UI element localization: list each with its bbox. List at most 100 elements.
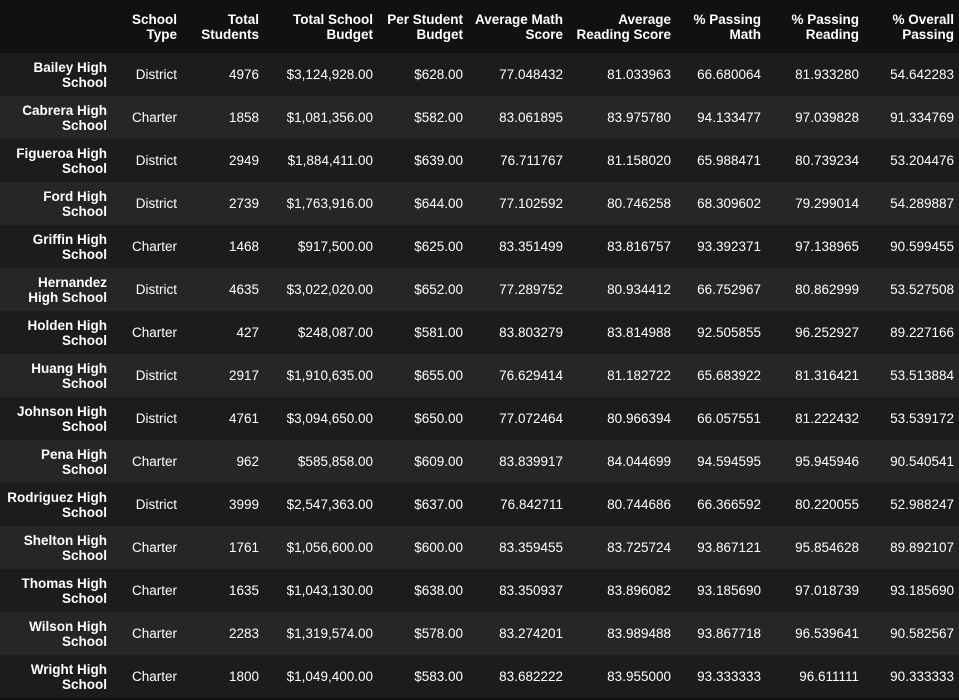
overall-passing-cell: 53.204476: [890, 153, 954, 168]
total-school-budget-cell: $1,884,411.00: [287, 153, 373, 168]
school-type-cell: District: [135, 497, 177, 512]
passing-reading-cell: 81.933280: [795, 67, 859, 82]
column-header-passing-reading: % Passing Reading: [766, 0, 864, 53]
school-type-cell: Charter: [131, 239, 177, 254]
average-math-score-cell: 83.359455: [499, 540, 563, 555]
column-header-overall-passing: % Overall Passing: [864, 0, 959, 53]
school-name-cell: Thomas High School: [21, 575, 107, 606]
table-row: Thomas High School Charter 1635 $1,043,130.…: [0, 569, 959, 612]
total-students-cell: 1761: [228, 540, 259, 555]
school-type-cell: Charter: [131, 583, 177, 598]
school-type-cell: Charter: [131, 540, 177, 555]
average-reading-score-cell: 83.814988: [607, 325, 671, 340]
index-header: [0, 0, 112, 53]
average-math-score-cell: 76.629414: [499, 368, 563, 383]
passing-math-cell: 66.057551: [697, 411, 761, 426]
per-student-budget-cell: $582.00: [414, 110, 463, 125]
table-row: Johnson High School District 4761 $3,094,65…: [0, 397, 959, 440]
total-students-cell: 1635: [228, 583, 259, 598]
school-name-cell: Johnson High School: [17, 403, 107, 434]
school-name-cell: Rodriguez High School: [7, 489, 107, 520]
school-type-cell: District: [135, 282, 177, 297]
school-type-cell: Charter: [131, 325, 177, 340]
table-row: Shelton High School Charter 1761 $1,056,600…: [0, 526, 959, 569]
overall-passing-cell: 90.540541: [890, 454, 954, 469]
school-name-cell: Hernandez High School: [28, 274, 107, 305]
per-student-budget-cell: $600.00: [414, 540, 463, 555]
average-reading-score-cell: 80.966394: [607, 411, 671, 426]
column-header-school-type: School Type: [112, 0, 182, 53]
passing-math-cell: 93.867718: [697, 626, 761, 641]
passing-math-cell: 66.366592: [697, 497, 761, 512]
overall-passing-cell: 91.334769: [890, 110, 954, 125]
average-math-score-cell: 83.351499: [499, 239, 563, 254]
passing-reading-cell: 80.739234: [795, 153, 859, 168]
average-reading-score-cell: 83.896082: [607, 583, 671, 598]
per-student-budget-cell: $652.00: [414, 282, 463, 297]
passing-reading-cell: 95.945946: [795, 454, 859, 469]
total-school-budget-cell: $248,087.00: [297, 325, 373, 340]
total-school-budget-cell: $1,056,600.00: [286, 540, 373, 555]
average-reading-score-cell: 83.975780: [607, 110, 671, 125]
school-name-cell: Pena High School: [40, 446, 107, 477]
school-name-cell: Ford High School: [43, 188, 107, 219]
passing-math-cell: 93.392371: [697, 239, 761, 254]
total-students-cell: 4635: [228, 282, 259, 297]
average-reading-score-cell: 81.182722: [607, 368, 671, 383]
per-student-budget-cell: $639.00: [414, 153, 463, 168]
passing-math-cell: 93.333333: [697, 669, 761, 684]
table-header: School Type Total Students Total School …: [0, 0, 959, 53]
table-row: Holden High School Charter 427 $248,087.00 $…: [0, 311, 959, 354]
average-reading-score-cell: 83.989488: [607, 626, 671, 641]
school-type-cell: District: [135, 368, 177, 383]
overall-passing-cell: 52.988247: [890, 497, 954, 512]
total-students-cell: 2739: [228, 196, 259, 211]
average-reading-score-cell: 81.158020: [607, 153, 671, 168]
school-type-cell: District: [135, 411, 177, 426]
passing-reading-cell: 97.039828: [795, 110, 859, 125]
passing-math-cell: 92.505855: [697, 325, 761, 340]
passing-math-cell: 65.683922: [697, 368, 761, 383]
per-student-budget-cell: $628.00: [414, 67, 463, 82]
per-student-budget-cell: $578.00: [414, 626, 463, 641]
average-reading-score-cell: 84.044699: [607, 454, 671, 469]
school-name-cell: Griffin High School: [32, 231, 107, 262]
table-row: Pena High School Charter 962 $585,858.00 $60…: [0, 440, 959, 483]
passing-math-cell: 68.309602: [697, 196, 761, 211]
passing-math-cell: 66.752967: [697, 282, 761, 297]
average-math-score-cell: 76.711767: [500, 153, 563, 168]
passing-math-cell: 94.133477: [697, 110, 761, 125]
table-row: Wright High School Charter 1800 $1,049,400.…: [0, 655, 959, 698]
school-type-cell: District: [135, 67, 177, 82]
average-math-score-cell: 83.061895: [499, 110, 563, 125]
header-row: School Type Total Students Total School …: [0, 0, 959, 53]
school-name-cell: Holden High School: [27, 317, 108, 348]
table-row: Griffin High School Charter 1468 $917,500.0…: [0, 225, 959, 268]
column-header-total-students: Total Students: [182, 0, 264, 53]
total-students-cell: 3999: [228, 497, 259, 512]
overall-passing-cell: 89.892107: [890, 540, 954, 555]
overall-passing-cell: 53.539172: [890, 411, 954, 426]
column-header-average-reading-score: Average Reading Score: [568, 0, 676, 53]
school-type-cell: Charter: [131, 454, 177, 469]
average-math-score-cell: 83.350937: [499, 583, 563, 598]
school-name-cell: Wilson High School: [29, 618, 107, 649]
table-row: Cabrera High School Charter 1858 $1,081,356…: [0, 96, 959, 139]
total-school-budget-cell: $2,547,363.00: [286, 497, 373, 512]
passing-math-cell: 93.185690: [697, 583, 761, 598]
average-reading-score-cell: 80.746258: [607, 196, 671, 211]
passing-reading-cell: 81.222432: [795, 411, 859, 426]
overall-passing-cell: 90.599455: [890, 239, 954, 254]
school-name-cell: Wright High School: [30, 661, 107, 692]
school-name-cell: Cabrera High School: [22, 102, 107, 133]
average-math-score-cell: 77.072464: [499, 411, 563, 426]
total-school-budget-cell: $3,124,928.00: [286, 67, 373, 82]
passing-reading-cell: 96.611111: [799, 669, 859, 684]
table-row: Wilson High School Charter 2283 $1,319,574.…: [0, 612, 959, 655]
total-students-cell: 2283: [228, 626, 259, 641]
passing-reading-cell: 97.138965: [795, 239, 859, 254]
overall-passing-cell: 90.333333: [890, 669, 954, 684]
total-school-budget-cell: $1,049,400.00: [286, 669, 373, 684]
passing-math-cell: 94.594595: [697, 454, 761, 469]
